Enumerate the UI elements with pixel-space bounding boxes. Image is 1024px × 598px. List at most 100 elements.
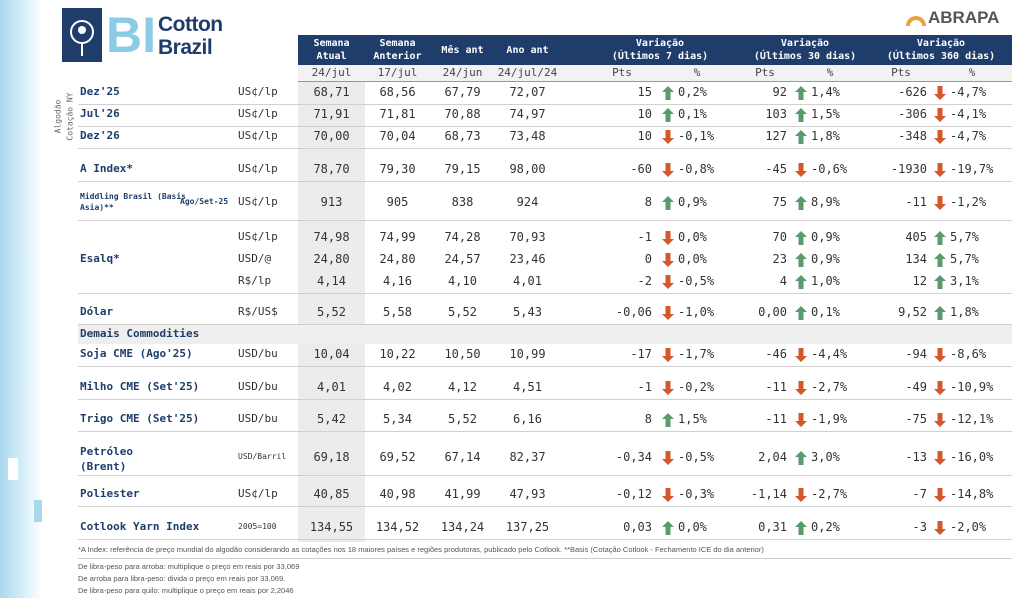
value: 79,15	[444, 162, 481, 176]
arrow-down	[934, 196, 946, 210]
value: 72,07	[509, 85, 546, 99]
row-separator	[78, 366, 1012, 367]
row-label: Esalq*	[80, 252, 120, 265]
footnote: De libra-peso para quilo: multiplique o …	[78, 586, 294, 595]
change-pts: -46	[765, 347, 787, 361]
value: 23,46	[509, 252, 546, 266]
change-pct: 0,2%	[811, 520, 840, 534]
arrow-shape	[662, 108, 674, 122]
change-pts: -75	[905, 412, 927, 426]
value: 40,98	[379, 487, 416, 501]
change-pct: 0,0%	[678, 520, 707, 534]
change-pct: -12,1%	[950, 412, 994, 426]
value: 5,52	[448, 412, 477, 426]
row-separator	[78, 220, 1012, 221]
partner-icon	[906, 16, 926, 26]
change-pts: 15	[637, 85, 652, 99]
change-pct: 1,5%	[678, 412, 707, 426]
arrow-up	[934, 253, 946, 267]
partner-logo: ABRAPA	[928, 8, 1000, 27]
subheader: Pts	[755, 66, 775, 79]
change-pts: -1	[637, 230, 652, 244]
change-pct: 8,9%	[811, 195, 840, 209]
value: 5,42	[317, 412, 346, 426]
arrow-down	[934, 108, 946, 122]
value: 24,80	[313, 252, 350, 266]
value: 73,48	[509, 129, 546, 143]
arrow-shape	[934, 521, 946, 535]
row-separator	[78, 181, 1012, 182]
row-label: A Index*	[80, 162, 133, 175]
value: 905	[386, 195, 409, 209]
row-separator	[78, 539, 1012, 540]
arrow-down	[934, 413, 946, 427]
change-pts: -626	[898, 85, 927, 99]
unit: R$/lp	[238, 274, 272, 287]
value: 10,22	[379, 347, 416, 361]
change-pts: 405	[905, 230, 927, 244]
arrow-down	[662, 163, 674, 177]
change-pts: -11	[765, 412, 787, 426]
arrow-up	[662, 413, 674, 427]
change-pct: 1,0%	[811, 274, 840, 288]
arrow-up	[795, 253, 807, 267]
arrow-down	[934, 451, 946, 465]
unit: USD/Barril	[238, 452, 287, 461]
column-header: Semana	[379, 38, 416, 49]
change-pct: 0,2%	[678, 85, 707, 99]
row-label: Soja CME (Ago'25)	[80, 347, 193, 360]
change-pct: 1,8%	[950, 305, 979, 319]
value: 24,57	[444, 252, 481, 266]
value: 134,55	[309, 520, 354, 534]
row-separator	[78, 293, 1012, 294]
value: 68,71	[313, 85, 350, 99]
arrow-shape	[934, 275, 946, 289]
arrow-up	[795, 130, 807, 144]
change-pct: 0,0%	[678, 252, 707, 266]
arrow-down	[795, 348, 807, 362]
change-pct: -2,0%	[950, 520, 987, 534]
value: 74,99	[379, 230, 416, 244]
logo-mark: BI	[106, 7, 156, 63]
subheader: Pts	[612, 66, 632, 79]
change-pts: -60	[630, 162, 652, 176]
arrow-down	[795, 413, 807, 427]
value: 69,18	[313, 450, 350, 464]
change-pct: 1,8%	[811, 129, 840, 143]
subheader-band	[298, 65, 1012, 82]
subheader: 24/jul	[311, 66, 352, 79]
arrow-shape	[934, 253, 946, 267]
row-label: Trigo CME (Set'25)	[80, 412, 200, 425]
value: 71,81	[379, 107, 416, 121]
value: 98,00	[509, 162, 546, 176]
change-pts: 103	[765, 107, 787, 121]
change-pct: -0,5%	[678, 274, 715, 288]
change-pct: -8,6%	[950, 347, 987, 361]
arrow-up	[795, 196, 807, 210]
unit: US¢/lp	[238, 129, 278, 142]
arrow-shape	[662, 253, 674, 267]
value: 913	[320, 195, 343, 209]
arrow-shape	[934, 488, 946, 502]
value: 70,00	[313, 129, 350, 143]
change-pct: -0,5%	[678, 450, 715, 464]
arrow-shape	[934, 130, 946, 144]
arrow-shape	[662, 413, 674, 427]
arrow-up	[662, 196, 674, 210]
arrow-shape	[934, 451, 946, 465]
change-pct: 0,9%	[811, 252, 840, 266]
row-separator	[78, 324, 1012, 325]
subheader: 17/jul	[377, 66, 418, 79]
arrow-shape	[795, 275, 807, 289]
change-pts: -45	[765, 162, 787, 176]
arrow-down	[662, 130, 674, 144]
change-pct: -14,8%	[950, 487, 994, 501]
change-pct: -4,7%	[950, 129, 987, 143]
value: 40,85	[313, 487, 350, 501]
change-pct: -4,1%	[950, 107, 987, 121]
arrow-shape	[795, 488, 807, 502]
change-pct: -0,6%	[811, 162, 848, 176]
change-pts: -0,12	[615, 487, 652, 501]
column-header: Variação	[916, 38, 966, 49]
unit: USD/bu	[238, 347, 278, 360]
